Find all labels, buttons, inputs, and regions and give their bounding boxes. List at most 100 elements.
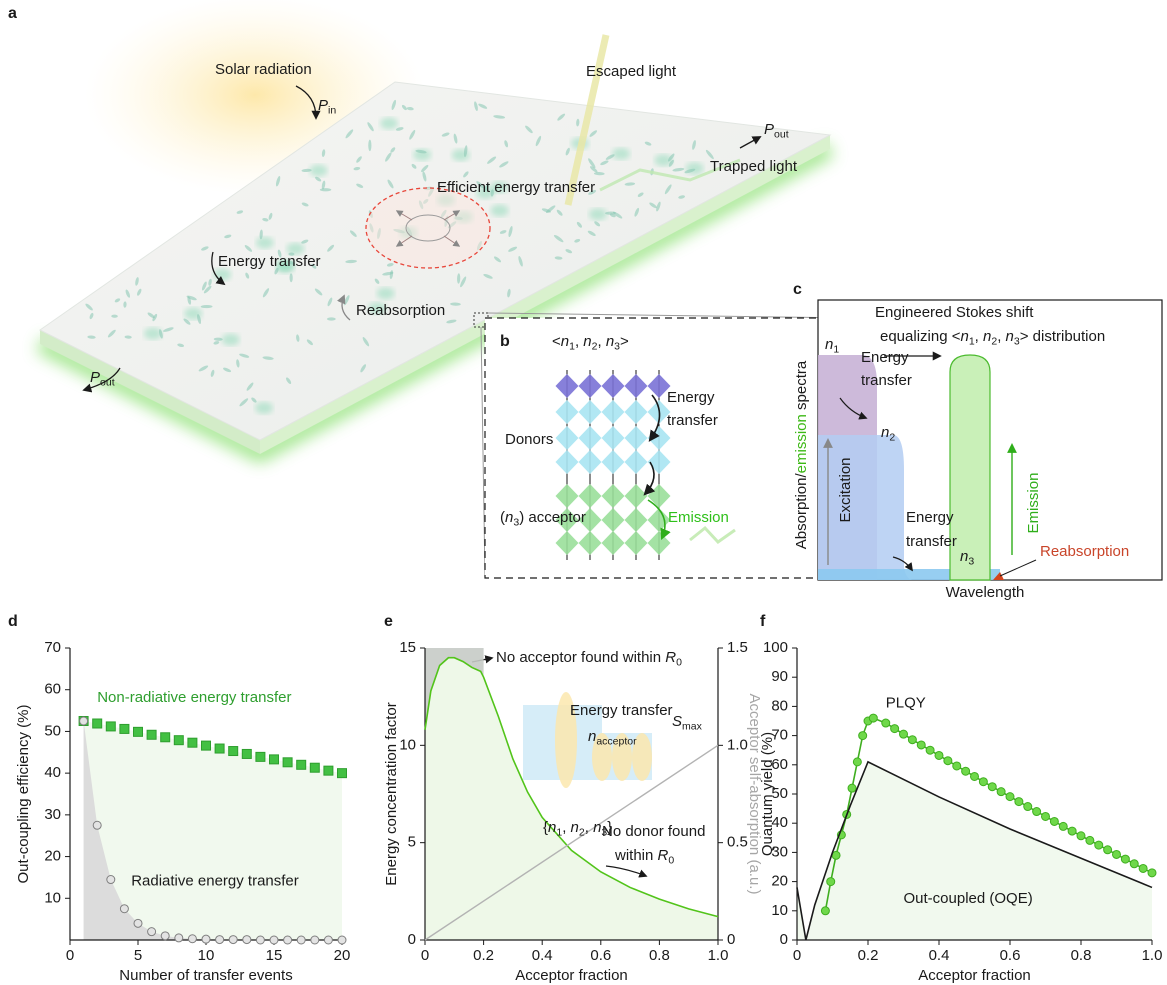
marker <box>847 783 857 793</box>
marker <box>1041 811 1050 821</box>
annotation: Energy transfer <box>218 253 321 270</box>
text-run: R <box>658 847 669 864</box>
annotation: Trapped light <box>710 158 798 175</box>
x-tick-label: 0.6 <box>1000 947 1021 964</box>
marker <box>92 820 102 830</box>
marker <box>934 750 944 760</box>
y2-tick-label: 0 <box>727 931 735 948</box>
marker <box>214 743 225 754</box>
glow-spot <box>380 117 399 130</box>
marker <box>1094 840 1104 850</box>
nanocrystal <box>362 337 370 347</box>
annotation: (n3) acceptor <box>500 509 586 528</box>
x-tick-label: 15 <box>266 947 283 964</box>
marker <box>228 746 239 757</box>
text-run: within <box>614 847 658 864</box>
glow-spot <box>368 302 387 315</box>
nanocrystal <box>415 149 427 154</box>
series-line <box>424 656 719 918</box>
nanocrystal <box>287 260 296 265</box>
lattice-site <box>578 484 602 508</box>
nanocrystal <box>274 267 279 275</box>
nanocrystal <box>667 153 675 162</box>
nanocrystal <box>587 230 596 237</box>
slab-side <box>40 330 260 454</box>
transfer-arrows <box>395 210 461 247</box>
text-run: equalizing < <box>880 328 961 345</box>
nanocrystal <box>518 255 523 267</box>
annotation: <n1, n2, n3> <box>552 333 629 352</box>
marker <box>255 935 265 945</box>
series-line <box>796 760 1153 941</box>
nanocrystal <box>476 181 485 189</box>
nanocrystal <box>277 249 282 258</box>
nanocrystal <box>125 289 131 298</box>
arrow <box>648 394 661 442</box>
x-tick-label: 5 <box>134 947 142 964</box>
nanocrystal <box>262 217 269 222</box>
x-tick-label: 0.2 <box>473 947 494 964</box>
arrow <box>647 499 671 541</box>
nanocrystal <box>349 230 357 237</box>
nanocrystal <box>612 211 623 219</box>
nanocrystal <box>684 168 696 174</box>
glow-spot <box>476 186 495 199</box>
marker <box>296 935 306 945</box>
x-tick-label: 0.4 <box>532 947 553 964</box>
nanocrystal <box>356 156 362 163</box>
nanocrystal <box>553 234 564 243</box>
n3-absorption <box>818 569 1000 580</box>
marker <box>310 935 320 945</box>
nanocrystal <box>556 209 563 216</box>
marker <box>1129 859 1139 869</box>
nanocrystal <box>213 341 220 345</box>
marker <box>820 906 830 916</box>
nanocrystal <box>593 172 605 176</box>
nanocrystal <box>321 180 326 190</box>
nanocrystal <box>147 312 155 319</box>
text-run: No acceptor found within <box>496 649 665 666</box>
text-run: P <box>764 121 774 138</box>
marker <box>1085 835 1095 845</box>
nanocrystal <box>201 281 207 291</box>
text-run: n <box>1006 328 1014 345</box>
nanocrystal <box>319 188 332 192</box>
text-run: 3 <box>513 516 519 528</box>
annotation: transfer <box>861 372 912 389</box>
nanocrystal <box>678 195 686 199</box>
nanocrystal <box>385 152 392 162</box>
nanocrystal <box>441 132 450 137</box>
marker <box>323 765 334 776</box>
nanocrystal <box>107 329 116 338</box>
y-tick-label: 5 <box>408 834 416 851</box>
marker <box>337 768 347 779</box>
annotation: Pin <box>318 97 336 116</box>
marker <box>282 757 293 768</box>
marker <box>987 782 997 792</box>
nanocrystal <box>525 125 533 134</box>
panel-letter: f <box>760 613 766 630</box>
lattice-site <box>555 400 579 424</box>
nanocrystal <box>463 145 468 158</box>
nanocrystal <box>85 303 93 311</box>
marker <box>146 729 157 740</box>
marker <box>961 766 971 776</box>
lattice-site <box>624 426 648 450</box>
text-run: n <box>588 728 596 745</box>
y-tick-label: 50 <box>44 722 61 739</box>
text-run: 3 <box>1014 335 1020 347</box>
lattice-site <box>555 426 579 450</box>
y-tick-label: 80 <box>771 697 788 714</box>
nanocrystal <box>315 176 322 182</box>
text-run: P <box>318 97 328 114</box>
annotation: Reabsorption <box>356 302 445 319</box>
annotation: within R0 <box>614 847 674 866</box>
nanocrystal <box>306 339 313 346</box>
marker <box>283 935 293 945</box>
lattice-site <box>624 374 648 398</box>
series-label: Out-coupled (OQE) <box>904 890 1033 907</box>
text-run: acceptor <box>596 735 637 747</box>
text-run: n <box>505 509 513 526</box>
nanocrystal <box>507 288 511 298</box>
